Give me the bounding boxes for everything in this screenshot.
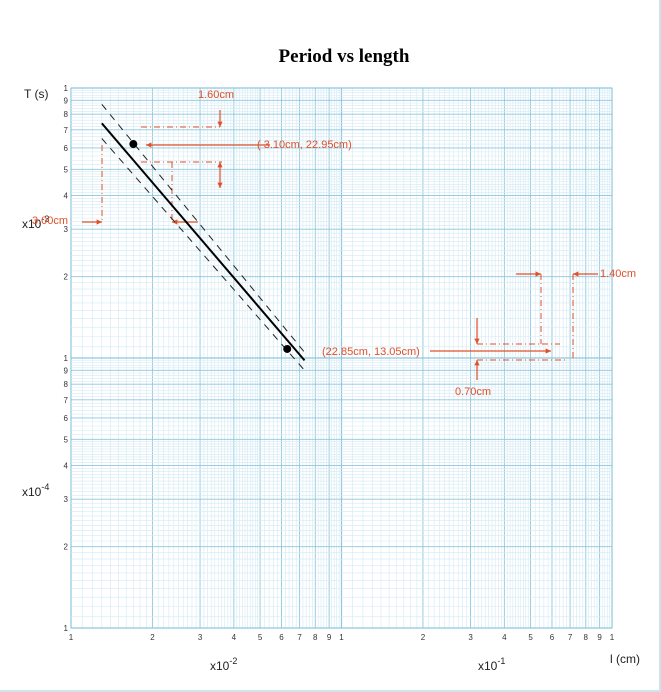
x-tick-label: 1	[69, 633, 74, 642]
x-tick-label: 1	[339, 633, 344, 642]
y-tick-label: 2	[64, 543, 69, 552]
y-tick-label: 1	[64, 84, 69, 93]
y-tick-label: 1	[64, 624, 69, 633]
x-tick-label: 7	[297, 633, 302, 642]
annotation-0-70cm: 0.70cm	[455, 386, 491, 398]
arrow-head	[217, 182, 223, 188]
x-tick-label: 2	[421, 633, 426, 642]
y-tick-label: 4	[64, 191, 69, 200]
chart-title: Period vs length	[279, 46, 410, 67]
point-label-2: (22.85cm, 13.05cm)	[322, 346, 420, 358]
y-tick-label: 8	[64, 110, 69, 119]
y-tick-label: 3	[64, 225, 69, 234]
arrow-head	[535, 271, 541, 277]
y-tick-label: 5	[64, 165, 69, 174]
annotation-guides	[82, 110, 598, 380]
y-tick-label: 5	[64, 435, 69, 444]
arrow-head	[217, 121, 223, 127]
y-tick-label: 4	[64, 461, 69, 470]
x-axis-label: l (cm)	[610, 652, 640, 666]
x-tick-label: 5	[258, 633, 263, 642]
y-tick-label: 9	[64, 366, 69, 375]
x-tick-label: 8	[584, 633, 589, 642]
point-label-1: ( 3.10cm, 22.95cm)	[257, 139, 352, 151]
right-edge	[659, 0, 661, 692]
annotation-1-40cm: 1.40cm	[600, 268, 636, 280]
x-tick-label: 5	[528, 633, 533, 642]
arrow-head	[96, 219, 102, 225]
arrow-head	[474, 338, 480, 344]
x-tick-label: 8	[313, 633, 318, 642]
y-tick-label: 9	[64, 96, 69, 105]
y-tick-label: 1	[64, 354, 69, 363]
y-tick-label: 6	[64, 144, 69, 153]
arrow-head	[474, 360, 480, 366]
x-tick-label: 2	[150, 633, 155, 642]
y-tick-label: 2	[64, 273, 69, 282]
x-tick-label: 3	[468, 633, 473, 642]
x-tick-label: 7	[568, 633, 573, 642]
y-multiplier-lower: x10-4	[22, 482, 49, 499]
y-axis-label: T (s)	[24, 87, 48, 101]
x-tick-label: 9	[327, 633, 332, 642]
arrow-head	[146, 142, 152, 148]
annotation-1-60cm: 1.60cm	[198, 89, 234, 101]
x-tick-label: 4	[502, 633, 507, 642]
x-multiplier-left: x10-2	[210, 656, 237, 673]
grid	[70, 87, 613, 629]
x-tick-label: 3	[198, 633, 203, 642]
x-tick-label: 4	[232, 633, 237, 642]
x-tick-label: 1	[610, 633, 615, 642]
bottom-edge	[0, 690, 661, 692]
arrow-head	[217, 162, 223, 168]
data-point-1	[129, 140, 138, 149]
y-tick-label: 6	[64, 414, 69, 423]
y-tick-label: 7	[64, 126, 69, 135]
arrow-head	[573, 271, 579, 277]
x-tick-label: 9	[597, 633, 602, 642]
annotation-3-00cm: 3.00cm	[32, 215, 68, 227]
x-tick-label: 6	[550, 633, 555, 642]
y-tick-label: 7	[64, 396, 69, 405]
best-fit-line	[101, 122, 306, 362]
data-point-2	[283, 344, 292, 353]
y-tick-label: 3	[64, 495, 69, 504]
arrow-head	[545, 348, 551, 354]
x-multiplier-right: x10-1	[478, 656, 505, 673]
x-tick-label: 6	[279, 633, 284, 642]
y-tick-label: 8	[64, 380, 69, 389]
